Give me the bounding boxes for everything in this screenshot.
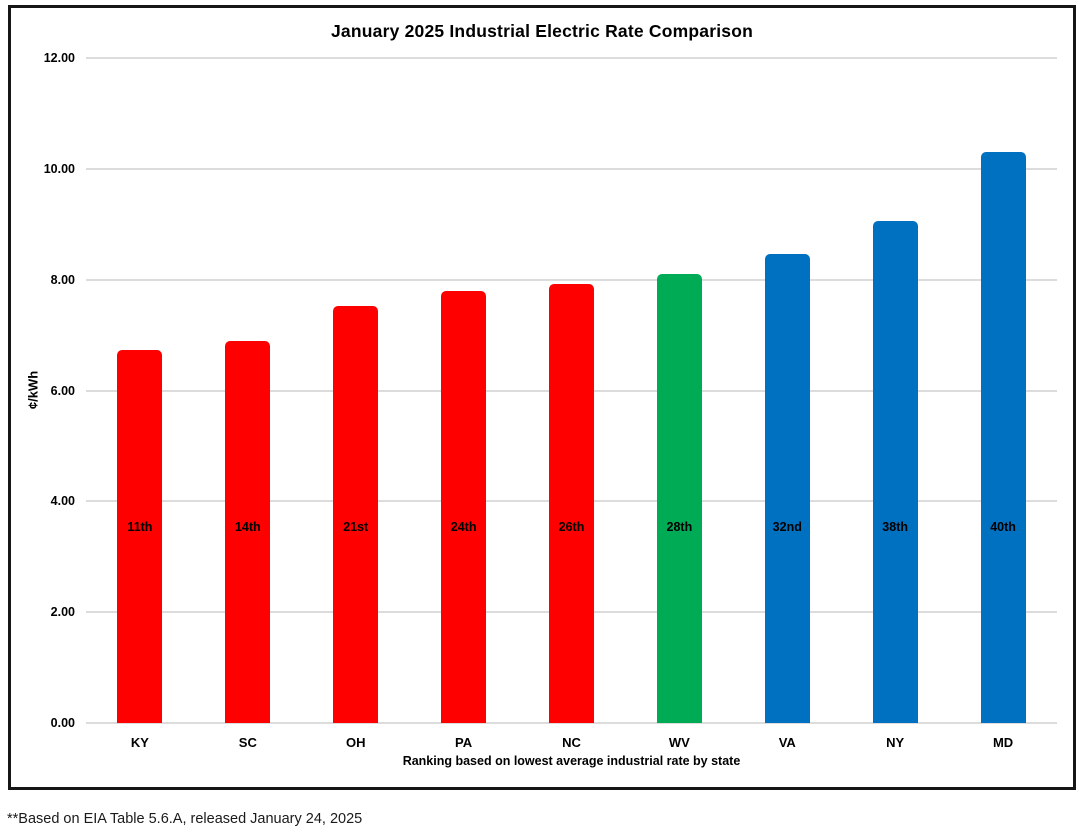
x-tick-label-WV: WV — [668, 735, 690, 750]
bar-rank-label-WV: 28th — [666, 520, 693, 534]
bar-rank-label-PA: 24th — [450, 520, 477, 534]
x-tick-label-KY: KY — [130, 735, 149, 750]
footnote: **Based on EIA Table 5.6.A, released Jan… — [7, 811, 363, 827]
bar-SC — [225, 341, 271, 723]
bar-OH — [333, 306, 379, 723]
y-tick-label-10.00: 10.00 — [43, 161, 75, 176]
x-tick-label-NC: NC — [562, 735, 581, 750]
bar-KY — [117, 350, 163, 723]
bar-rank-label-VA: 32nd — [772, 520, 802, 534]
bar-rank-label-KY: 11th — [127, 520, 153, 534]
x-tick-label-VA: VA — [778, 735, 796, 750]
x-tick-label-PA: PA — [455, 735, 473, 750]
bar-MD — [980, 151, 1026, 723]
x-tick-label-NY: NY — [886, 735, 905, 750]
bar-rank-label-MD: 40th — [990, 520, 1016, 534]
chart-border-frame: January 2025 Industrial Electric Rate Co… — [8, 5, 1076, 790]
gridline-8.00 — [86, 278, 1057, 281]
chart-title: January 2025 Industrial Electric Rate Co… — [331, 21, 753, 41]
bar-rank-label-NC: 26th — [558, 520, 585, 534]
plot-area: Ranking based on lowest average industri… — [44, 51, 1057, 768]
y-tick-label-4.00: 4.00 — [50, 494, 75, 509]
bar-NY — [872, 220, 918, 723]
bar-NC — [549, 284, 594, 723]
y-tick-label-6.00: 6.00 — [50, 383, 75, 398]
bar-PA — [441, 291, 487, 723]
y-tick-label-8.00: 8.00 — [50, 272, 75, 287]
gridline-0.00 — [86, 722, 1057, 724]
bar-rank-label-SC: 14th — [234, 520, 261, 534]
x-tick-label-SC: SC — [238, 735, 257, 750]
y-tick-label-12.00: 12.00 — [43, 51, 75, 65]
x-tick-label-OH: OH — [345, 735, 366, 750]
bar-rank-label-OH: 21st — [343, 520, 369, 534]
y-tick-label-2.00: 2.00 — [50, 605, 75, 620]
bar-rank-label-NY: 38th — [882, 520, 909, 534]
bar-VA — [764, 253, 810, 723]
gridline-12.00 — [86, 57, 1057, 59]
bar-WV — [656, 274, 702, 723]
x-axis-title: Ranking based on lowest average industri… — [402, 754, 741, 768]
x-tick-label-MD: MD — [992, 735, 1014, 750]
gridline-10.00 — [86, 167, 1057, 170]
y-tick-label-0.00: 0.00 — [50, 716, 75, 730]
